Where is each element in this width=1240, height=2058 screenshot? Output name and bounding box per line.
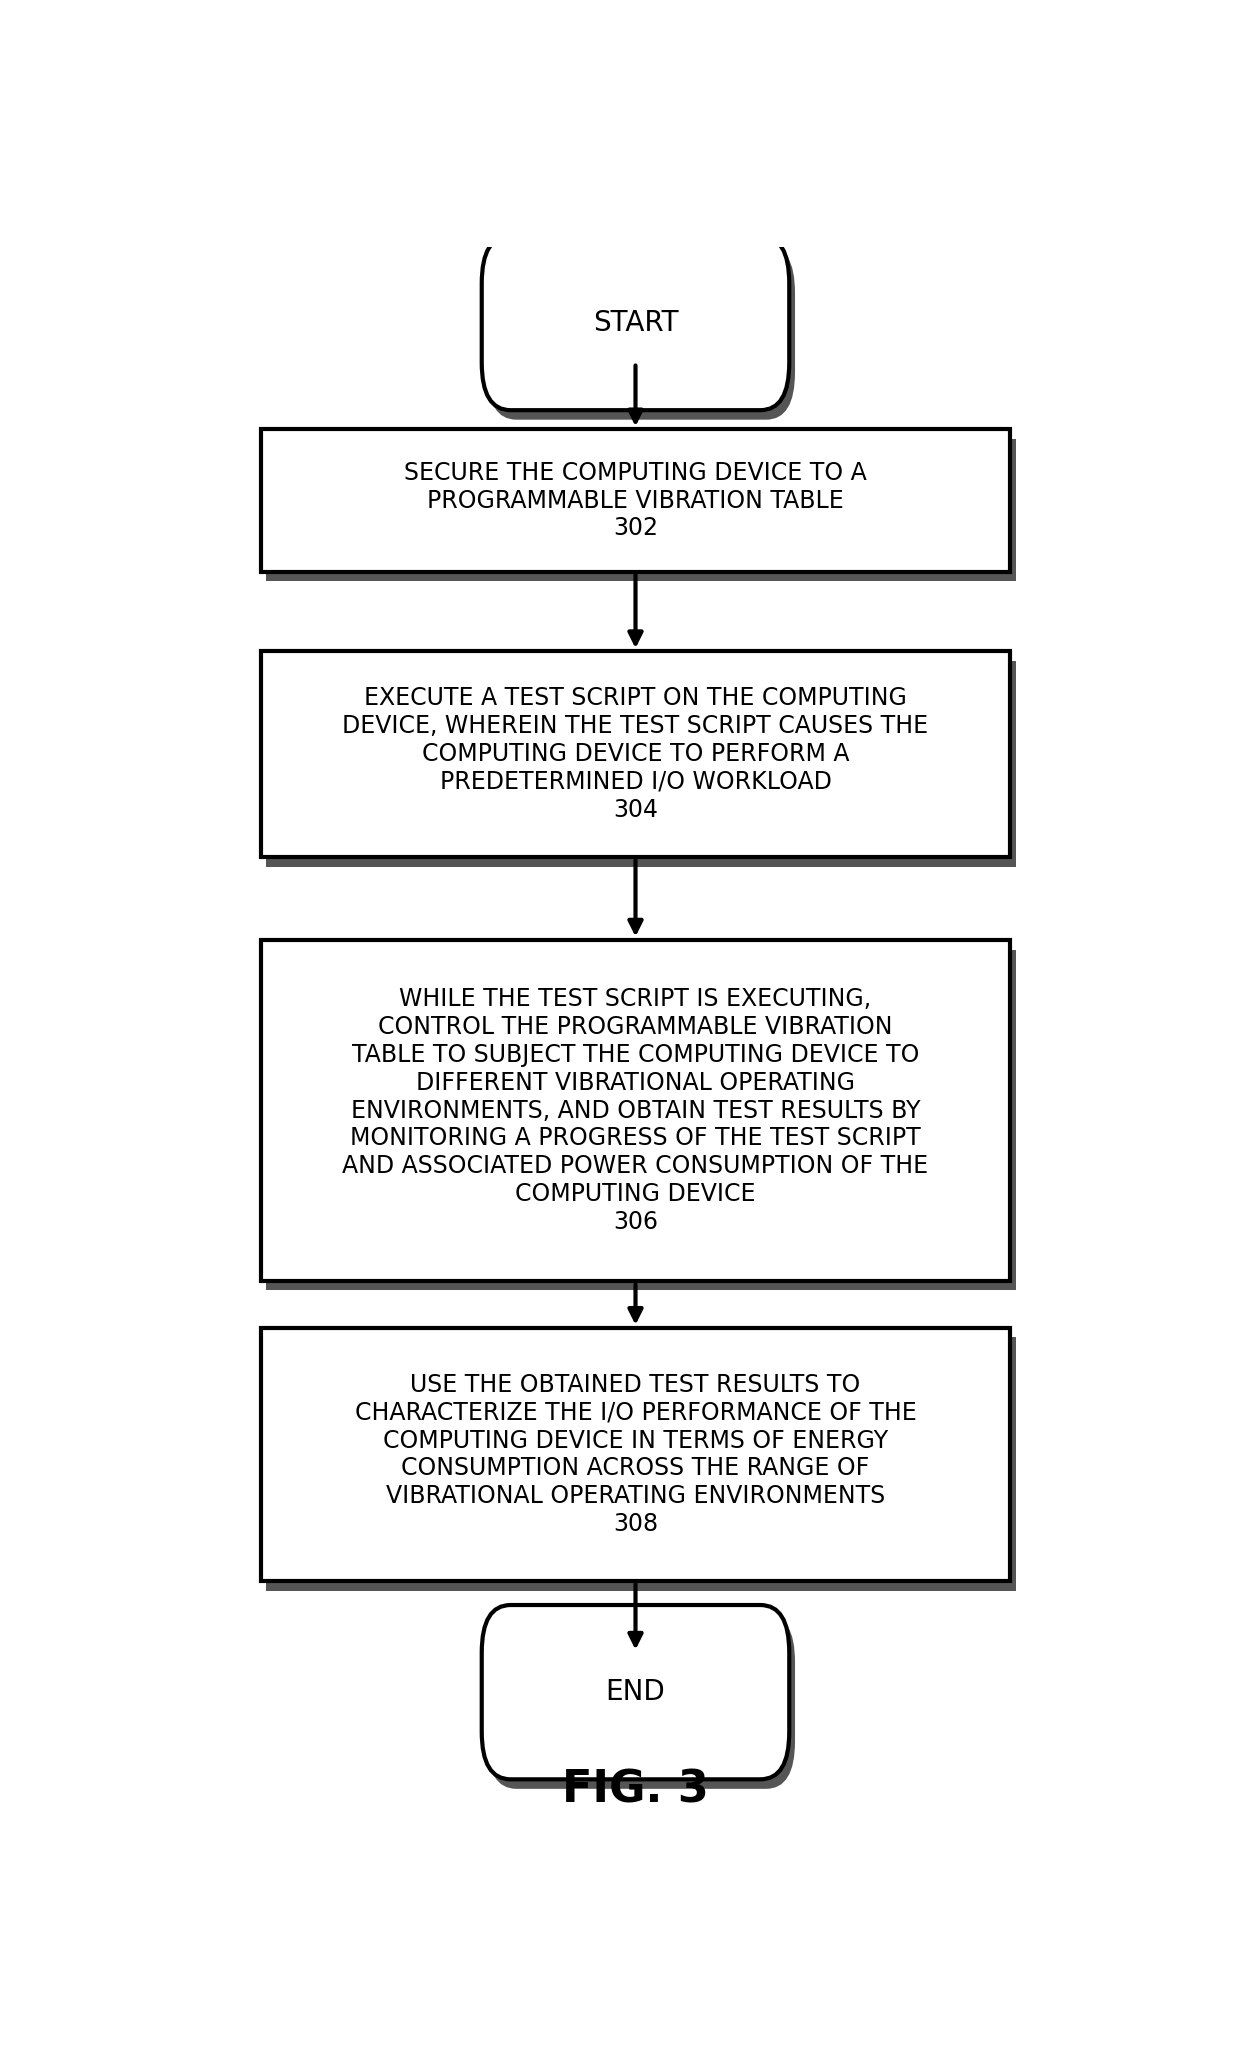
Bar [267,1338,1016,1591]
Text: SECURE THE COMPUTING DEVICE TO A
PROGRAMMABLE VIBRATION TABLE
302: SECURE THE COMPUTING DEVICE TO A PROGRAM… [404,461,867,541]
Bar [260,650,1011,856]
FancyBboxPatch shape [481,1605,789,1780]
Bar [260,941,1011,1280]
Bar [267,661,1016,866]
Text: USE THE OBTAINED TEST RESULTS TO
CHARACTERIZE THE I/O PERFORMANCE OF THE
COMPUTI: USE THE OBTAINED TEST RESULTS TO CHARACT… [355,1373,916,1535]
Bar [260,430,1011,572]
Text: FIG. 3: FIG. 3 [562,1770,709,1811]
FancyBboxPatch shape [487,245,795,420]
Text: START: START [593,309,678,338]
Bar [267,949,1016,1290]
Bar [260,1327,1011,1581]
Text: EXECUTE A TEST SCRIPT ON THE COMPUTING
DEVICE, WHEREIN THE TEST SCRIPT CAUSES TH: EXECUTE A TEST SCRIPT ON THE COMPUTING D… [342,687,929,821]
Bar [267,438,1016,580]
FancyBboxPatch shape [481,237,789,410]
Text: WHILE THE TEST SCRIPT IS EXECUTING,
CONTROL THE PROGRAMMABLE VIBRATION
TABLE TO : WHILE THE TEST SCRIPT IS EXECUTING, CONT… [342,988,929,1235]
Text: END: END [605,1677,666,1706]
FancyBboxPatch shape [487,1616,795,1788]
